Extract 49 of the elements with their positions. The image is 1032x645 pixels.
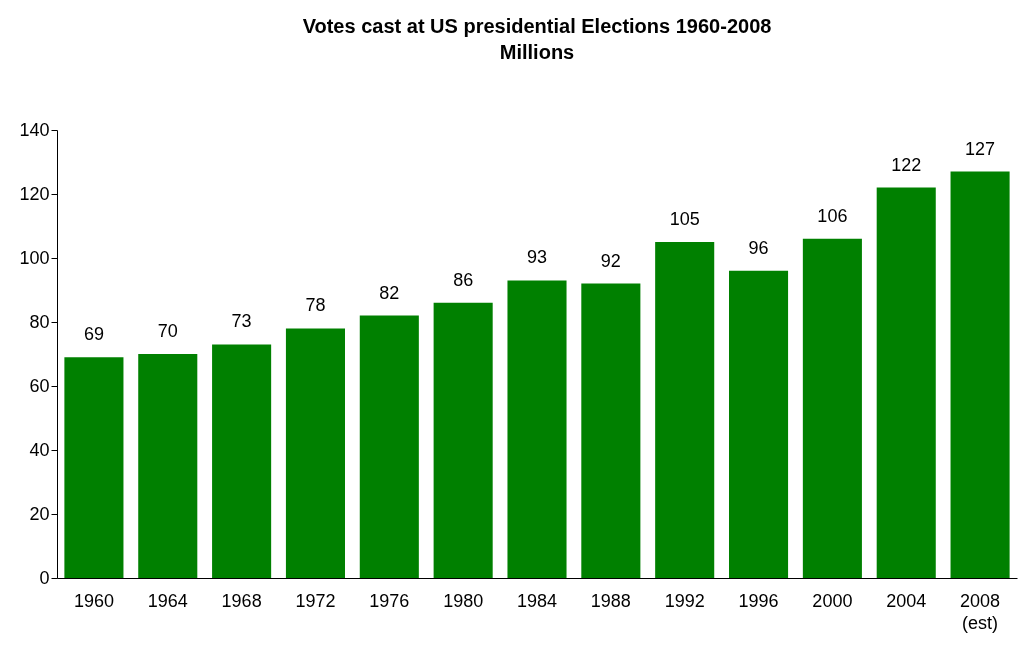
x-tick-label: 2004 — [886, 590, 927, 611]
data-label: 82 — [379, 282, 400, 303]
y-tick-label: 140 — [19, 119, 50, 140]
bar — [507, 280, 567, 578]
bar — [285, 328, 345, 578]
x-tick-label: 1964 — [147, 590, 188, 611]
x-tick-label: 1980 — [443, 590, 484, 611]
y-tick-label: 120 — [19, 183, 50, 204]
x-tick-label: 2000 — [812, 590, 853, 611]
data-label: 96 — [748, 237, 769, 258]
bar — [729, 270, 789, 578]
x-tick-label: 2008 (est) — [960, 590, 1001, 633]
bar — [655, 242, 715, 578]
bar — [876, 187, 936, 578]
bar — [802, 238, 862, 578]
chart-title: Votes cast at US presidential Elections 1960-2008 — [302, 15, 772, 37]
data-label: 78 — [305, 295, 326, 316]
x-tick-label: 1984 — [516, 590, 558, 611]
x-tick-label: 1976 — [369, 590, 410, 611]
data-label: 70 — [157, 321, 178, 341]
x-tick-label: 1992 — [664, 590, 705, 611]
data-label: 93 — [526, 247, 548, 268]
data-label: 92 — [600, 250, 621, 271]
x-tick-label: 1996 — [738, 590, 779, 611]
data-label: 86 — [453, 269, 474, 290]
chart-subtitle: Millions — [499, 41, 575, 63]
bar — [212, 344, 272, 578]
data-label: 69 — [83, 324, 104, 345]
x-tick-label: 1968 — [221, 590, 262, 611]
data-label: 105 — [669, 209, 700, 229]
y-tick-label: 100 — [19, 247, 50, 268]
bar — [64, 357, 124, 578]
x-tick-label: 1972 — [295, 590, 336, 611]
y-tick-label: 0 — [39, 567, 50, 588]
bar — [359, 315, 419, 578]
bar — [433, 302, 493, 578]
y-tick-label: 20 — [29, 503, 50, 524]
data-label: 73 — [231, 311, 252, 332]
y-tick-label: 60 — [29, 375, 50, 396]
y-tick-label: 80 — [29, 311, 50, 332]
x-tick-label: 1960 — [73, 590, 114, 611]
bar — [950, 171, 1010, 578]
x-tick-label: 1988 — [590, 590, 631, 611]
bar — [138, 354, 198, 578]
data-label: 106 — [817, 205, 848, 226]
y-tick-label: 40 — [29, 439, 50, 460]
data-label: 122 — [891, 154, 922, 175]
data-label: 127 — [965, 138, 996, 159]
bar — [581, 283, 641, 578]
